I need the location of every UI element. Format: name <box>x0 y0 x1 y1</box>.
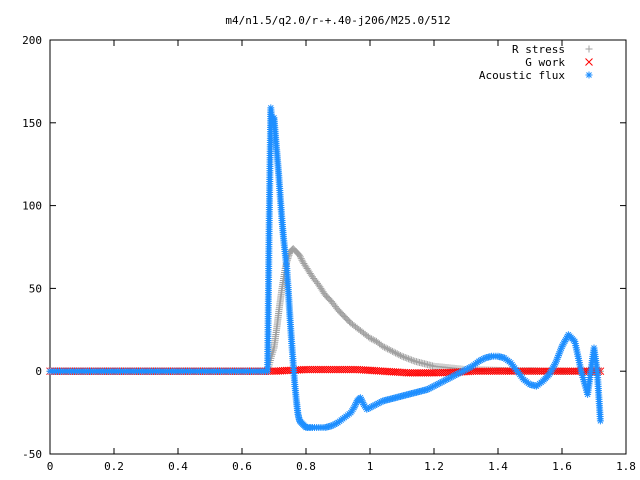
data-marks <box>46 104 605 432</box>
legend-marker <box>585 71 593 79</box>
x-tick-label: 0.6 <box>232 460 252 473</box>
y-tick-label: 150 <box>22 117 42 130</box>
series-r-stress <box>46 245 604 375</box>
y-tick-label: 100 <box>22 200 42 213</box>
legend-marker <box>585 45 593 53</box>
series-acoustic-flux <box>46 104 604 432</box>
y-tick-label: 200 <box>22 34 42 47</box>
plot-frame <box>49 39 627 455</box>
x-tick-label: 1.2 <box>424 460 444 473</box>
legend-label: R stress <box>512 43 565 56</box>
chart-title: m4/n1.5/q2.0/r-+.40-j206/M25.0/512 <box>225 14 450 27</box>
legend-label: Acoustic flux <box>479 69 565 82</box>
x-tick-label: 1.6 <box>552 460 572 473</box>
legend-marker <box>585 58 593 66</box>
x-tick-label: 0.2 <box>104 460 124 473</box>
y-tick-label: 50 <box>29 282 42 295</box>
x-tick-label: 1 <box>367 460 374 473</box>
x-tick-label: 0 <box>47 460 54 473</box>
x-tick-label: 0.4 <box>168 460 188 473</box>
x-tick-label: 1.4 <box>488 460 508 473</box>
y-tick-label: 0 <box>35 365 42 378</box>
x-tick-label: 1.8 <box>616 460 636 473</box>
x-tick-label: 0.8 <box>296 460 316 473</box>
legend-label: G work <box>525 56 565 69</box>
y-tick-label: -50 <box>22 448 42 461</box>
axes: 0 0.2 0.4 0.6 0.8 1 1.2 1.4 1.6 1.8 -50 0 50 100 150 20… <box>22 34 636 473</box>
